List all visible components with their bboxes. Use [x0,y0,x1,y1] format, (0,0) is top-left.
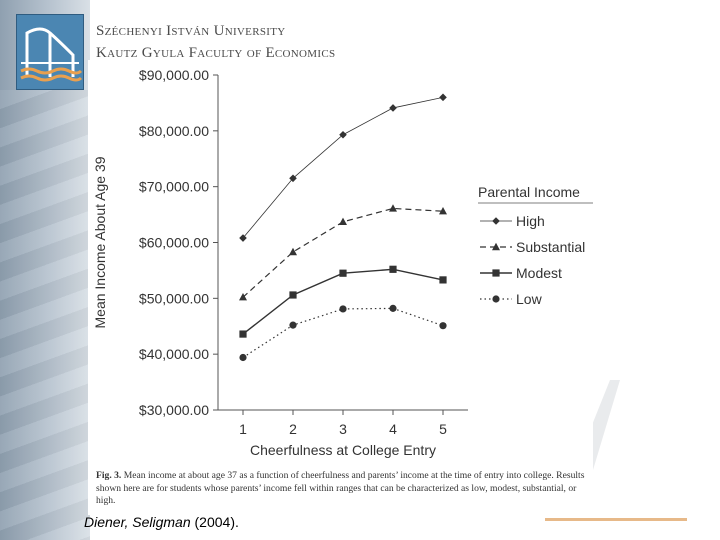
legend-label-modest: Modest [516,265,562,281]
figure-caption: Fig. 3. Mean income at about age 37 as a… [96,470,596,508]
data-point-modest [439,276,447,284]
y-tick-label: $70,000.00 [139,179,209,195]
faculty-name: Kautz Gyula Faculty of Economics [96,45,336,61]
data-point-high [439,93,447,102]
citation-year: (2004). [190,514,239,530]
data-point-substantial [339,217,347,226]
data-point-low [439,322,447,330]
data-point-high [339,130,347,139]
left-decorative-band [0,0,90,540]
data-point-high [239,234,247,242]
x-tick-label: 3 [339,421,347,437]
data-point-substantial [239,293,247,301]
series-line-modest [242,268,444,335]
university-title: Széchenyi István University Kautz Gyula … [96,20,335,64]
y-tick-label: $80,000.00 [139,123,209,139]
caption-text: Mean income at about age 37 as a functio… [96,470,585,507]
data-point-substantial [439,207,447,215]
figure-panel: $30,000.00 $40,000.00 $50,000.00 $60,000.00… [88,60,593,515]
legend-title: Parental Income [478,184,580,200]
legend-marker-substantial [492,242,500,251]
x-tick-label: 1 [239,421,247,437]
y-axis-label: Mean Income About Age 39 [92,156,108,328]
series-line-high [242,96,444,239]
data-point-modest [389,265,397,273]
accent-divider [545,518,687,521]
legend-marker-high [492,217,500,225]
data-point-low [339,305,347,313]
legend-marker-modest [492,269,500,277]
y-tick-label: $50,000.00 [139,290,209,306]
university-name: Széchenyi István University [96,23,286,39]
data-point-low [289,321,297,329]
citation-authors: Diener, Seligman [84,514,191,530]
series-line-low [242,307,444,359]
data-point-low [389,304,397,312]
data-point-high [389,104,397,112]
data-point-substantial [389,204,397,212]
y-tick-label: $30,000.00 [139,402,209,418]
data-point-low [239,353,247,362]
data-point-substantial [289,247,297,256]
legend-marker-low [492,295,500,303]
data-point-modest [239,330,247,338]
data-point-modest [339,269,347,277]
legend-label-high: High [516,213,545,229]
legend-label-low: Low [516,291,543,307]
y-tick-label: $40,000.00 [139,346,209,362]
legend-label-substantial: Substantial [516,239,585,255]
y-tick-label: $60,000.00 [139,235,209,251]
x-tick-label: 2 [289,421,297,437]
x-tick-label: 5 [439,421,447,437]
caption-label: Fig. 3. [96,470,122,481]
university-logo [16,14,84,90]
bridge-logo-icon [17,15,83,89]
line-chart: $30,000.00 $40,000.00 $50,000.00 $60,000.00… [92,67,593,458]
x-tick-label: 4 [389,421,397,437]
x-axis-label: Cheerfulness at College Entry [250,442,436,458]
data-point-modest [289,291,297,299]
citation: Diener, Seligman (2004). [84,514,239,530]
y-tick-label: $90,000.00 [139,67,209,83]
